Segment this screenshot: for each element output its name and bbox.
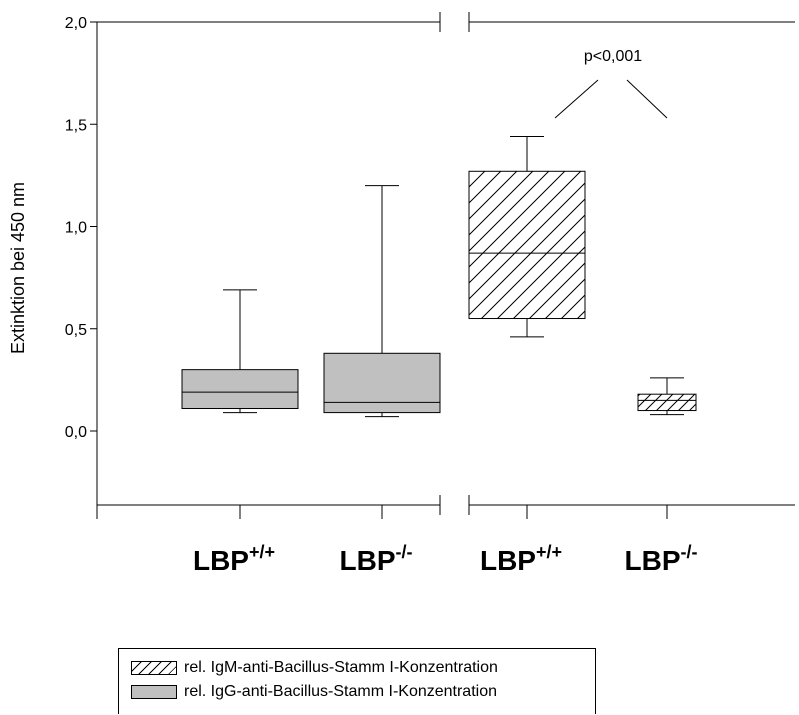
legend-item-igg: rel. IgG-anti-Bacillus-Stamm I-Konzentra… [131, 682, 497, 702]
y-axis-title: Extinktion bei 450 nm [8, 182, 28, 354]
legend: rel. IgM-anti-Bacillus-Stamm I-Konzentra… [118, 648, 596, 714]
significance-annotation: p<0,001 [554, 48, 668, 119]
category-label-2: LBP+/+ [480, 542, 562, 576]
y-tick-label-1: 0,5 [65, 322, 87, 339]
category-label-superscript: +/+ [536, 542, 562, 562]
plot-frame [96, 12, 795, 519]
box-0 [181, 289, 299, 414]
legend-swatch-hatched [131, 661, 177, 675]
box-2 [468, 136, 586, 338]
box-2-iqr [468, 170, 586, 320]
annotation-line-right [626, 79, 668, 119]
p-value-label: p<0,001 [584, 48, 642, 65]
legend-item-igm: rel. IgM-anti-Bacillus-Stamm I-Konzentra… [131, 658, 498, 678]
legend-swatch-gray [131, 685, 177, 699]
category-label-base: LBP [340, 545, 396, 576]
box-1-iqr [323, 352, 441, 414]
y-tick-label-0: 0,0 [65, 424, 87, 441]
category-labels: LBP+/+ LBP-/- LBP+/+ LBP-/- [193, 542, 698, 576]
category-label-base: LBP [480, 545, 536, 576]
category-label-0: LBP+/+ [193, 542, 275, 576]
box-3 [637, 377, 697, 416]
y-tick-label-2: 1,0 [65, 220, 87, 237]
y-axis: 0,0 0,5 1,0 1,5 2,0 [65, 15, 97, 441]
box-1 [323, 185, 441, 418]
category-label-superscript: -/- [681, 542, 698, 562]
y-tick-label-4: 2,0 [65, 15, 87, 32]
category-label-superscript: -/- [396, 542, 413, 562]
box-3-iqr [637, 393, 697, 412]
legend-label-igg: rel. IgG-anti-Bacillus-Stamm I-Konzentra… [184, 683, 497, 700]
y-tick-label-3: 1,5 [65, 117, 87, 134]
box-series [181, 136, 697, 418]
category-label-3: LBP-/- [625, 542, 698, 576]
category-label-superscript: +/+ [249, 542, 275, 562]
category-label-base: LBP [625, 545, 681, 576]
annotation-line-left [554, 79, 599, 119]
box-0-iqr [181, 369, 299, 410]
legend-label-igm: rel. IgM-anti-Bacillus-Stamm I-Konzentra… [184, 659, 498, 676]
category-label-base: LBP [193, 545, 249, 576]
category-label-1: LBP-/- [340, 542, 413, 576]
